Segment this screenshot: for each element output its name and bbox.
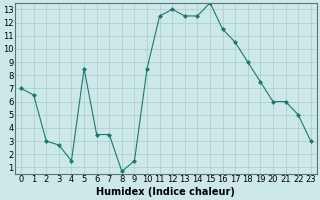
X-axis label: Humidex (Indice chaleur): Humidex (Indice chaleur) [97,187,236,197]
